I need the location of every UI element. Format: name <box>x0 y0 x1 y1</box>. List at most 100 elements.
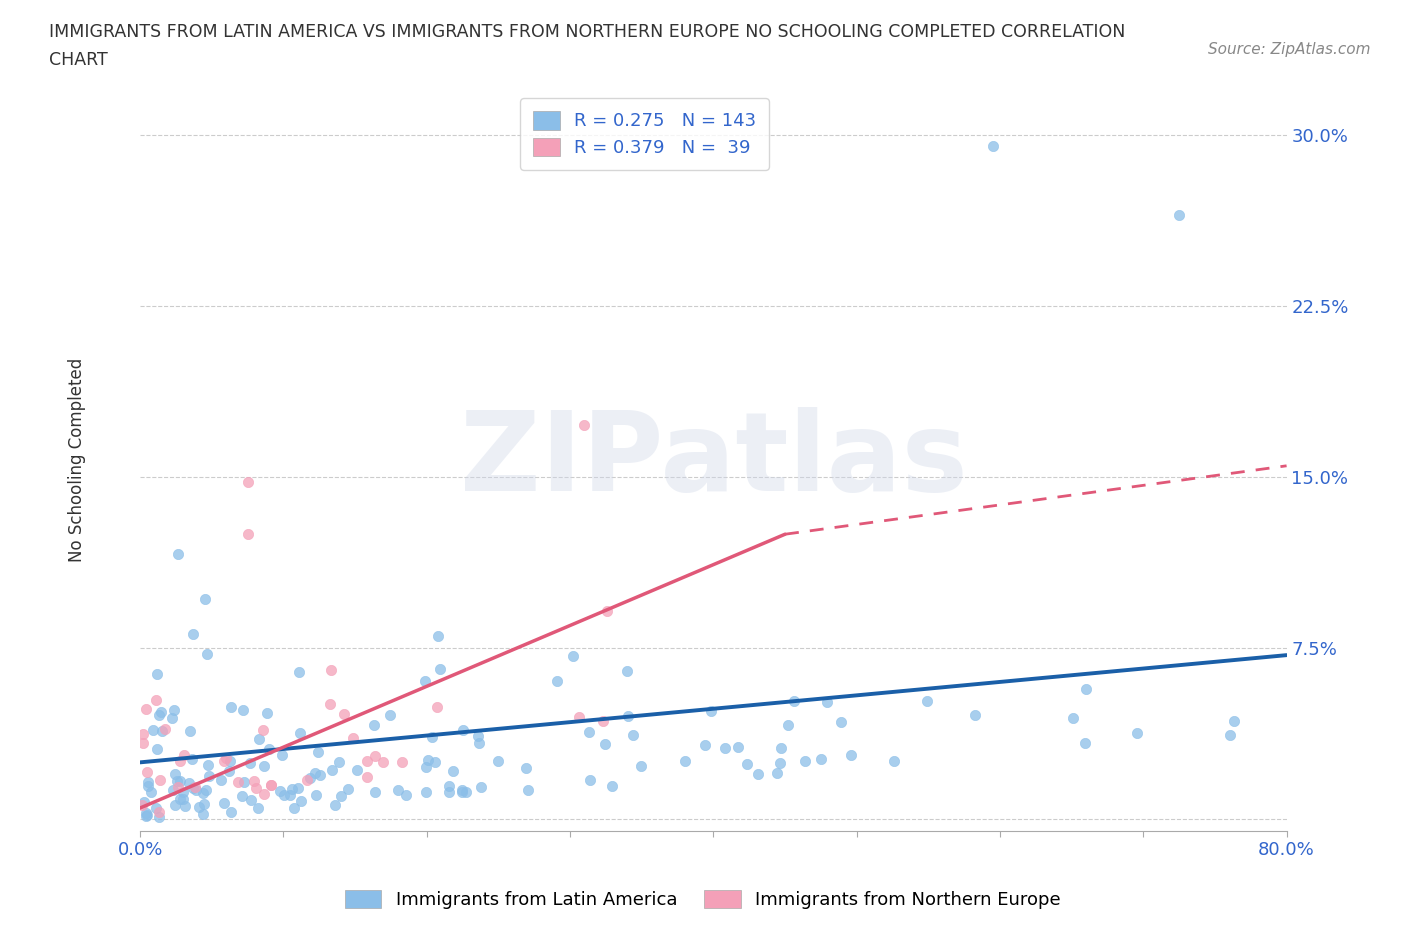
Point <box>451 723 474 737</box>
Point <box>163 798 186 813</box>
Point <box>592 713 614 728</box>
Point <box>486 754 509 769</box>
Point <box>673 753 696 768</box>
Point <box>226 775 249 790</box>
Point <box>132 736 155 751</box>
Point <box>427 629 450 644</box>
Point <box>169 754 191 769</box>
Point <box>329 789 352 804</box>
Point <box>1062 711 1084 725</box>
Point <box>269 784 291 799</box>
Point <box>1222 713 1244 728</box>
Point <box>135 701 157 716</box>
Point <box>621 727 644 742</box>
Legend: R = 0.275   N = 143, R = 0.379   N =  39: R = 0.275 N = 143, R = 0.379 N = 39 <box>520 99 769 169</box>
Point <box>172 791 194 806</box>
Point <box>356 753 378 768</box>
Point <box>239 755 262 770</box>
Point <box>325 798 347 813</box>
Point <box>346 763 368 777</box>
Point <box>735 756 758 771</box>
Point <box>295 772 318 787</box>
Point <box>212 795 235 810</box>
Point <box>391 755 413 770</box>
Point <box>193 796 215 811</box>
Point <box>342 730 364 745</box>
Text: CHART: CHART <box>49 51 108 69</box>
Point <box>450 785 472 800</box>
Point <box>131 798 153 813</box>
Point <box>439 778 461 793</box>
Point <box>194 782 217 797</box>
Point <box>174 799 197 814</box>
Point <box>770 741 793 756</box>
Point <box>232 775 254 790</box>
Point <box>247 731 270 746</box>
Point <box>441 764 464 779</box>
Point <box>215 751 238 765</box>
Legend: Immigrants from Latin America, Immigrants from Northern Europe: Immigrants from Latin America, Immigrant… <box>337 883 1069 916</box>
Point <box>766 766 789 781</box>
Point <box>699 704 721 719</box>
Point <box>240 793 263 808</box>
Point <box>145 741 167 756</box>
Point <box>136 775 159 790</box>
Point <box>420 729 443 744</box>
Point <box>309 767 332 782</box>
Point <box>328 754 350 769</box>
Point <box>260 777 283 792</box>
Point <box>169 791 191 806</box>
Point <box>142 723 165 737</box>
Point <box>146 667 169 682</box>
Point <box>517 783 540 798</box>
Point <box>184 779 207 794</box>
Point <box>198 769 221 784</box>
Point <box>727 739 749 754</box>
Text: No Schooling Completed: No Schooling Completed <box>67 358 86 563</box>
Point <box>187 800 209 815</box>
Point <box>415 785 437 800</box>
Point <box>167 779 190 794</box>
Point <box>150 724 173 738</box>
Point <box>387 783 409 798</box>
Point <box>378 708 401 723</box>
Point <box>783 694 806 709</box>
Point <box>418 752 440 767</box>
Point <box>169 774 191 789</box>
Point <box>810 751 832 766</box>
Point <box>167 547 190 562</box>
Point <box>148 708 170 723</box>
Point <box>1219 728 1241 743</box>
Point <box>1074 682 1097 697</box>
Point <box>145 693 167 708</box>
Point <box>163 702 186 717</box>
Point <box>915 694 938 709</box>
Point <box>236 474 259 489</box>
Point <box>173 748 195 763</box>
Point <box>561 649 583 664</box>
Point <box>231 789 253 804</box>
Point <box>252 723 274 737</box>
Point <box>305 788 328 803</box>
Point <box>395 787 418 802</box>
Point <box>150 705 173 720</box>
Point <box>236 526 259 541</box>
Point <box>363 749 385 764</box>
Point <box>136 778 159 793</box>
Point <box>373 754 395 769</box>
Point <box>162 782 184 797</box>
Point <box>595 737 617 751</box>
Point <box>981 139 1004 153</box>
Point <box>135 805 157 820</box>
Point <box>148 809 170 824</box>
Point <box>181 751 204 766</box>
Text: Source: ZipAtlas.com: Source: ZipAtlas.com <box>1208 42 1371 57</box>
Point <box>149 773 172 788</box>
Point <box>617 709 640 724</box>
Point <box>135 764 157 779</box>
Point <box>260 778 283 793</box>
Point <box>336 782 359 797</box>
Point <box>883 753 905 768</box>
Point <box>630 758 652 773</box>
Point <box>290 794 312 809</box>
